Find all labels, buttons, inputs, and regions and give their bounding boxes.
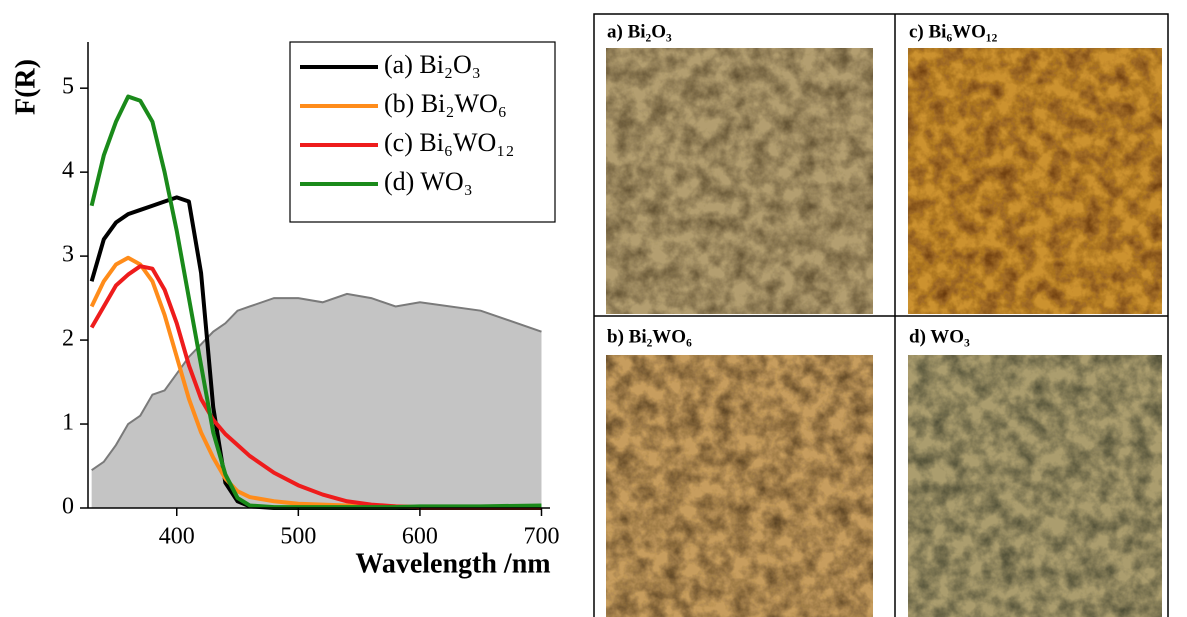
page: {"chart_data": { "type": "line", "y_labe… — [0, 0, 1187, 617]
y-tick-label: 4 — [62, 158, 74, 184]
background-area — [92, 294, 542, 508]
x-tick-label: 500 — [280, 524, 316, 550]
photo-texture — [606, 355, 873, 617]
legend: (a) Bi₂O₃ (b) Bi₂WO₆ (c) Bi₆WO₁₂ (d) WO₃ — [290, 42, 555, 222]
photo-label: d) WO₃ — [909, 326, 970, 347]
x-axis-title: Wavelength /nm — [355, 548, 550, 579]
legend-label: (c) Bi₆WO₁₂ — [384, 128, 514, 157]
photo-texture — [908, 355, 1162, 617]
y-tick-label: 2 — [62, 326, 74, 352]
x-tick-label: 600 — [402, 524, 438, 550]
y-axis-title: F(R) — [10, 59, 41, 115]
photo-label: c) Bi₆WO₁₂ — [909, 21, 998, 42]
photo-panel: a) Bi₂O₃ c) Bi₆WO₁₂ b) Bi₂WO₆ d) WO₃ — [594, 14, 1168, 617]
photo-label: a) Bi₂O₃ — [607, 21, 672, 42]
y-tick-label: 5 — [62, 74, 74, 100]
y-tick-label: 3 — [62, 242, 74, 268]
y-tick-label: 1 — [62, 410, 74, 436]
photo-texture — [908, 48, 1162, 314]
y-tick-label: 0 — [62, 494, 74, 520]
legend-label: (d) WO₃ — [384, 167, 473, 196]
photo-label: b) Bi₂WO₆ — [607, 326, 692, 347]
photo-texture — [606, 48, 873, 314]
figure: 0 1 2 3 4 5 400 500 600 700Wavelength /nm F(R) (a) … — [0, 0, 1187, 617]
x-tick-label: 700 — [523, 524, 559, 550]
x-tick-label: 400 — [159, 524, 195, 550]
legend-label: (a) Bi₂O₃ — [384, 50, 481, 79]
legend-label: (b) Bi₂WO₆ — [384, 89, 507, 118]
